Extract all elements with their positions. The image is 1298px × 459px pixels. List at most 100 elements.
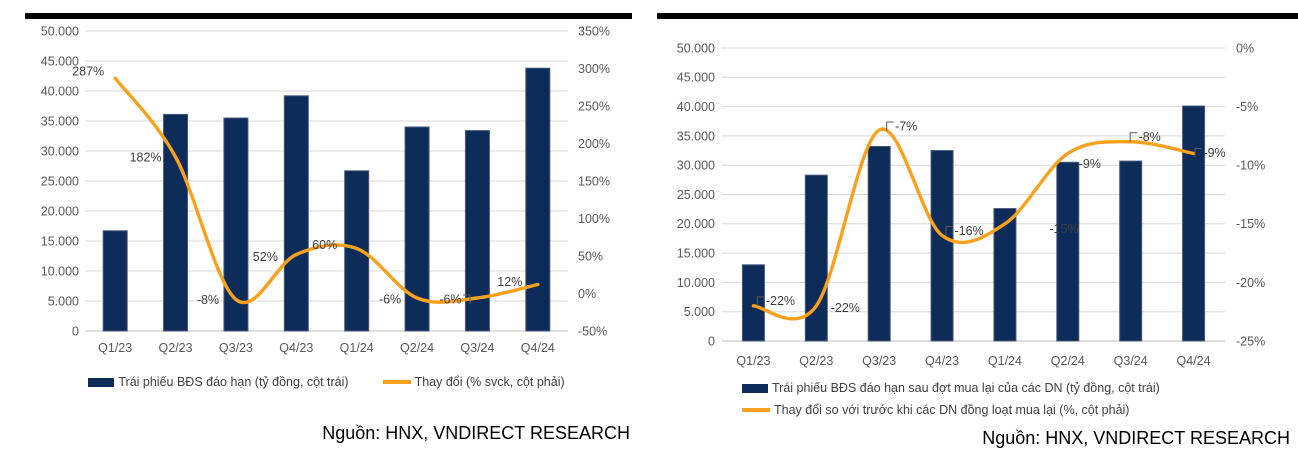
- bar-Q1/24: [993, 208, 1017, 342]
- right-axis-tick-label: 0%: [578, 287, 596, 301]
- data-label: -9%: [1203, 146, 1225, 160]
- left-axis-tick-label: 25.000: [41, 174, 79, 188]
- chart-title-bar: [657, 13, 1298, 19]
- right-axis-tick-label: -5%: [1236, 100, 1258, 114]
- trend-line: [113, 76, 540, 305]
- trend-line: [751, 127, 1196, 321]
- x-axis-label: Q4/24: [1177, 354, 1211, 368]
- data-label: -8%: [1139, 130, 1161, 144]
- left-axis-tick-label: 30.000: [677, 159, 715, 173]
- left-axis-tick-label: 0: [708, 334, 715, 348]
- x-axis-label: Q1/24: [340, 341, 374, 355]
- label-leader: [945, 226, 954, 236]
- chart-title-bar: [25, 13, 632, 19]
- line-series-swatch: [742, 408, 770, 412]
- legend-item-change-vs-before-buyback: Thay đổi so với trước khi các DN đồng lo…: [742, 403, 1129, 417]
- bar-Q3/23: [223, 117, 249, 332]
- x-axis-label: Q1/23: [98, 341, 132, 355]
- data-label: -16%: [954, 224, 983, 238]
- x-axis-label: Q2/24: [400, 341, 434, 355]
- data-label: -7%: [895, 119, 917, 133]
- bar-Q2/23: [804, 174, 828, 342]
- bar-Q3/23: [867, 145, 891, 342]
- data-label: -22%: [831, 301, 860, 315]
- x-axis-label: Q1/23: [736, 354, 770, 368]
- label-leader: [1129, 132, 1138, 142]
- right-axis-tick-label: 300%: [578, 62, 610, 76]
- data-label: 182%: [130, 150, 162, 164]
- label-leader: [756, 296, 765, 306]
- bar-Q3/24: [464, 130, 490, 332]
- left-axis-tick-label: 45.000: [41, 54, 79, 68]
- left-chart-legend: Trái phiếu BĐS đáo hạn (tỷ đồng, cột trá…: [85, 375, 568, 389]
- left-axis-tick-label: 0: [72, 324, 79, 338]
- data-label: -15%: [1049, 222, 1078, 236]
- right-axis-tick-label: 50%: [578, 249, 603, 263]
- left-axis-tick-label: 50.000: [677, 41, 715, 55]
- left-axis-tick-label: 10.000: [41, 264, 79, 278]
- left-axis-tick-label: 15.000: [677, 247, 715, 261]
- bar-Q2/23: [163, 113, 189, 332]
- left-axis-tick-label: 20.000: [41, 204, 79, 218]
- right-axis-tick-label: -20%: [1236, 276, 1265, 290]
- data-label: -6%: [379, 292, 401, 306]
- right-axis-tick-label: 350%: [578, 24, 610, 38]
- bar-Q4/23: [930, 150, 954, 342]
- legend-label: Trái phiếu BĐS đáo hạn (tỷ đồng, cột trá…: [118, 375, 349, 389]
- bar-Q3/24: [1119, 160, 1143, 342]
- right-axis-tick-label: 0%: [1236, 41, 1254, 55]
- legend-label: Thay đổi (% svck, cột phải): [414, 375, 565, 389]
- bar-Q1/23: [102, 230, 128, 332]
- right-chart-source-note: Nguồn: HNX, VNDIRECT RESEARCH: [982, 428, 1290, 448]
- label-leader: [1194, 147, 1203, 158]
- right-axis-tick-label: 200%: [578, 137, 610, 151]
- x-axis-label: Q2/24: [1051, 354, 1085, 368]
- bar-series-swatch: [742, 383, 768, 393]
- left-axis-tick-label: 45.000: [677, 71, 715, 85]
- right-axis-tick-label: -25%: [1236, 334, 1265, 348]
- legend-item-bonds-maturing: Trái phiếu BĐS đáo hạn (tỷ đồng, cột trá…: [88, 375, 349, 389]
- label-leader: [886, 121, 894, 132]
- bar-Q2/24: [1056, 161, 1080, 342]
- x-axis-label: Q3/24: [1114, 354, 1148, 368]
- x-axis-label: Q3/23: [219, 341, 253, 355]
- legend-label: Trái phiếu BĐS đáo hạn sau đợt mua lại c…: [772, 381, 1160, 395]
- data-label: -22%: [766, 294, 795, 308]
- left-chart-source-note: Nguồn: HNX, VNDIRECT RESEARCH: [322, 423, 630, 443]
- right-axis-tick-label: -10%: [1236, 159, 1265, 173]
- left-axis-tick-label: 5.000: [684, 305, 715, 319]
- x-axis-label: Q2/23: [799, 354, 833, 368]
- data-label: 287%: [72, 65, 104, 79]
- right-chart: 50.000 45.000 40.000 35.000 30.000 25.000 20.0…: [657, 13, 1298, 368]
- right-axis-tick-label: 100%: [578, 212, 610, 226]
- x-axis-label: Q2/23: [159, 341, 193, 355]
- left-axis-tick-label: 20.000: [677, 217, 715, 231]
- data-label: 12%: [497, 275, 522, 289]
- right-axis-tick-label: -15%: [1236, 217, 1265, 231]
- left-axis-tick-label: 25.000: [677, 188, 715, 202]
- left-axis-tick-label: 40.000: [41, 84, 79, 98]
- right-chart-legend: Trái phiếu BĐS đáo hạn sau đợt mua lại c…: [742, 381, 1160, 417]
- x-axis-label: Q4/23: [279, 341, 313, 355]
- left-axis-tick-label: 15.000: [41, 234, 79, 248]
- left-axis-tick-label: 35.000: [41, 114, 79, 128]
- x-axis-label: Q4/24: [521, 341, 555, 355]
- left-chart: 50.000 45.000 40.000 35.000 30.000 25.000 20.0…: [25, 13, 632, 355]
- x-axis-label: Q3/23: [862, 354, 896, 368]
- data-label: -6%: [439, 292, 461, 306]
- data-label: -9%: [1079, 157, 1101, 171]
- legend-item-bonds-after-buyback: Trái phiếu BĐS đáo hạn sau đợt mua lại c…: [742, 381, 1160, 395]
- data-label: 52%: [253, 250, 278, 264]
- bar-Q4/23: [283, 95, 309, 332]
- left-axis-tick-label: 5.000: [48, 294, 79, 308]
- data-label: 60%: [312, 238, 337, 252]
- line-series-swatch: [382, 380, 411, 384]
- label-leader: [462, 294, 471, 304]
- x-axis-label: Q1/24: [988, 354, 1022, 368]
- right-axis-tick-label: 150%: [578, 174, 610, 188]
- legend-label: Thay đổi so với trước khi các DN đồng lo…: [774, 403, 1130, 417]
- x-axis-label: Q4/23: [925, 354, 959, 368]
- left-axis-tick-label: 10.000: [677, 276, 715, 290]
